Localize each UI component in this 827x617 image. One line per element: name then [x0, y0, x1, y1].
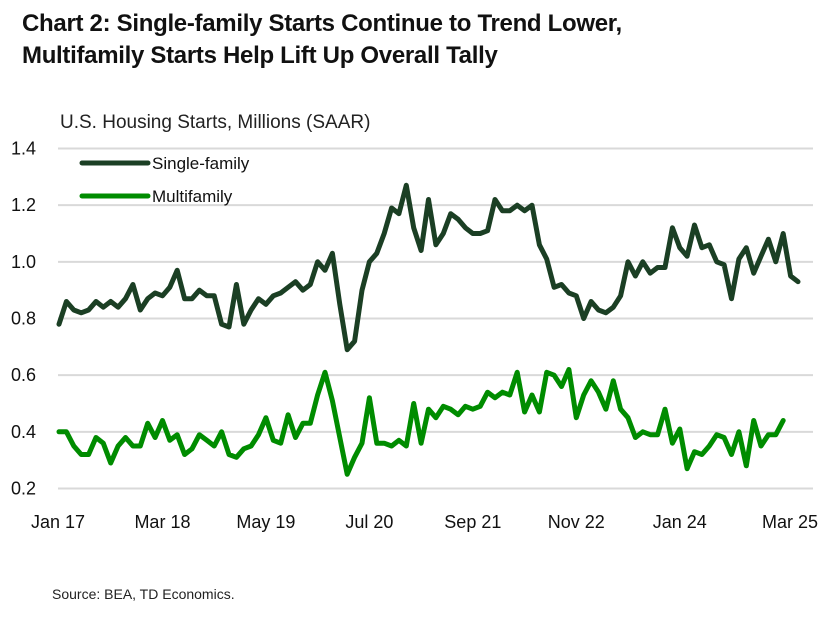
x-axis-ticks: Jan 17 Mar 18 May 19 Jul 20 Sep 21 Nov 22 Jan …	[31, 512, 818, 532]
x-tick-label: Jul 20	[345, 512, 393, 532]
x-tick-label: Jan 24	[653, 512, 707, 532]
y-tick-label: 0.8	[11, 309, 36, 329]
legend-item: Multifamily	[79, 187, 233, 206]
source-note: Source: BEA, TD Economics.	[52, 586, 235, 602]
series-lines	[56, 182, 801, 477]
y-tick-label: 0.2	[11, 479, 36, 499]
y-axis-ticks: 0.2 0.4 0.6 0.8 1.0 1.2 1.4	[11, 139, 36, 499]
x-tick-label: Mar 18	[134, 512, 190, 532]
x-tick-label: Jan 17	[31, 512, 85, 532]
y-tick-label: 1.2	[11, 195, 36, 215]
y-tick-label: 0.6	[11, 365, 36, 385]
series-line-single-family	[56, 182, 801, 353]
legend: Single-family Multifamily	[79, 154, 250, 206]
x-tick-label: Sep 21	[444, 512, 501, 532]
chart-subtitle: U.S. Housing Starts, Millions (SAAR)	[60, 112, 371, 133]
x-tick-label: May 19	[236, 512, 295, 532]
y-tick-label: 1.4	[11, 139, 36, 159]
line-chart: 0.2 0.4 0.6 0.8 1.0 1.2 1.4 Jan 17 Mar 18 May 19…	[11, 139, 818, 533]
chart-title-line-1: Chart 2: Single-family Starts Continue t…	[22, 10, 622, 37]
chart-title: Chart 2: Single-family Starts Continue t…	[22, 8, 822, 72]
legend-label: Multifamily	[152, 187, 233, 206]
legend-item: Single-family	[79, 154, 250, 173]
series-line-multifamily	[56, 367, 786, 477]
y-tick-label: 1.0	[11, 252, 36, 272]
x-tick-label: Mar 25	[762, 512, 818, 532]
chart-title-line-2: Multifamily Starts Help Lift Up Overall …	[22, 42, 498, 69]
gridlines	[58, 147, 813, 490]
x-tick-label: Nov 22	[548, 512, 605, 532]
y-tick-label: 0.4	[11, 422, 36, 442]
legend-label: Single-family	[152, 154, 250, 173]
